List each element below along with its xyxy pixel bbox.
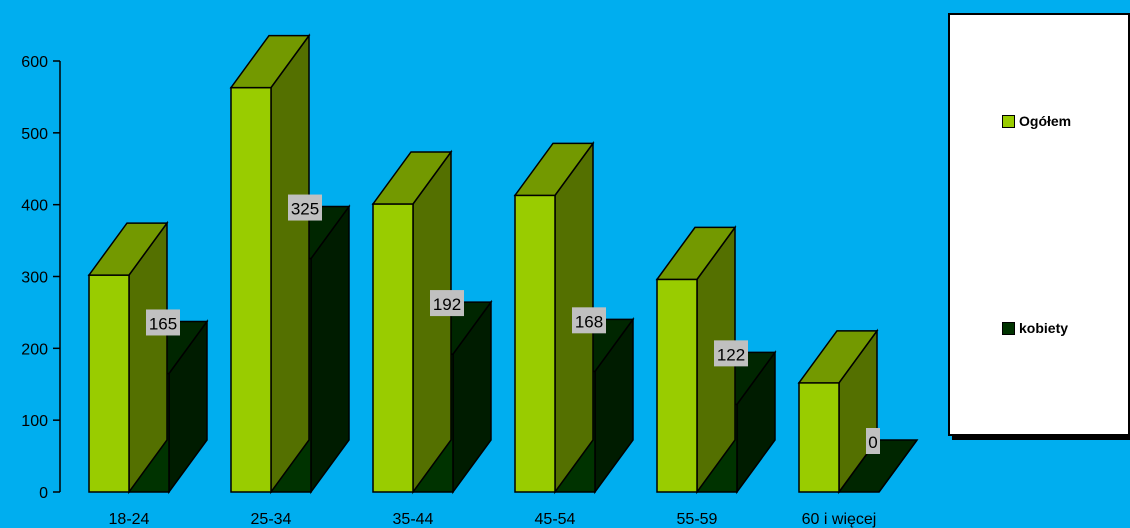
- legend-item-ogolem: Ogółem: [1002, 113, 1071, 129]
- bar-ogolem-front: [230, 86, 272, 493]
- y-tick-label: 500: [21, 126, 48, 143]
- data-label-text: 168: [575, 312, 603, 331]
- data-labels: 165 325 192 168 122 0: [146, 194, 880, 454]
- x-tick-label: 60 i więcej: [802, 511, 877, 528]
- bar-ogolem-front: [372, 203, 414, 493]
- x-tick-label: 25-34: [251, 511, 292, 528]
- data-label-bg: [288, 194, 322, 221]
- bar-ogolem: [513, 141, 595, 495]
- bar-ogolem-top: [371, 151, 453, 205]
- legend-label-kobiety: kobiety: [1019, 320, 1069, 336]
- data-label-kobiety: 192: [430, 290, 464, 317]
- legend: Ogółem kobiety: [948, 13, 1130, 436]
- data-label-kobiety: 325: [288, 194, 322, 221]
- chart-plot: 0 100 200 300 400 500 600 165 325 192 168 122 0 18-…: [21, 33, 919, 528]
- y-tick-label: 400: [21, 198, 48, 215]
- y-tick-label: 300: [21, 270, 48, 287]
- data-label-kobiety: 122: [714, 340, 748, 367]
- x-tick-label: 45-54: [535, 511, 576, 528]
- x-tick-label: 18-24: [109, 511, 150, 528]
- data-label-kobiety: 0: [866, 428, 880, 454]
- legend-swatch-ogolem: [1002, 114, 1015, 128]
- data-label-text: 122: [717, 345, 745, 364]
- bar-ogolem-side: [412, 149, 452, 495]
- bar-ogolem: [87, 220, 169, 495]
- bar-ogolem-front: [514, 194, 556, 493]
- y-tick-label: 100: [21, 413, 48, 430]
- data-label-text: 192: [433, 295, 461, 314]
- bars: [87, 33, 919, 495]
- bar-ogolem-front: [88, 274, 130, 493]
- data-label-text: 0: [868, 433, 877, 452]
- bar-ogolem-top: [513, 142, 595, 197]
- y-tick-label: 600: [21, 54, 48, 71]
- legend-label-ogolem: Ogółem: [1019, 113, 1072, 129]
- bar-ogolem-top: [797, 330, 879, 384]
- legend-swatch-kobiety: [1002, 321, 1015, 335]
- bar-ogolem-front: [798, 382, 840, 493]
- bar-ogolem-top: [655, 226, 737, 281]
- data-label-kobiety: 165: [146, 309, 180, 336]
- bar-ogolem-top: [229, 34, 311, 89]
- data-label-bg: [572, 307, 606, 334]
- y-axis: 0 100 200 300 400 500 600: [21, 54, 61, 502]
- data-label-kobiety: 168: [572, 307, 606, 334]
- bar-ogolem-side: [270, 33, 310, 495]
- x-tick-label: 35-44: [393, 511, 434, 528]
- x-axis-labels: 18-24 25-34 35-44 45-54 55-59 60 i więcej: [109, 511, 877, 528]
- data-label-bg: [146, 309, 180, 336]
- bar-ogolem: [371, 149, 453, 495]
- legend-item-kobiety: kobiety: [1002, 320, 1068, 336]
- data-label-bg: [430, 290, 464, 317]
- data-label-text: 325: [291, 200, 319, 219]
- data-label-text: 165: [149, 314, 177, 333]
- y-tick-label: 200: [21, 341, 48, 358]
- bar-ogolem-top: [87, 222, 169, 276]
- bar-ogolem: [229, 33, 311, 495]
- y-tick-label: 0: [39, 485, 48, 502]
- x-tick-label: 55-59: [677, 511, 718, 528]
- bar-ogolem-front: [656, 278, 698, 493]
- data-label-bg: [714, 340, 748, 367]
- data-label-bg: [866, 428, 880, 454]
